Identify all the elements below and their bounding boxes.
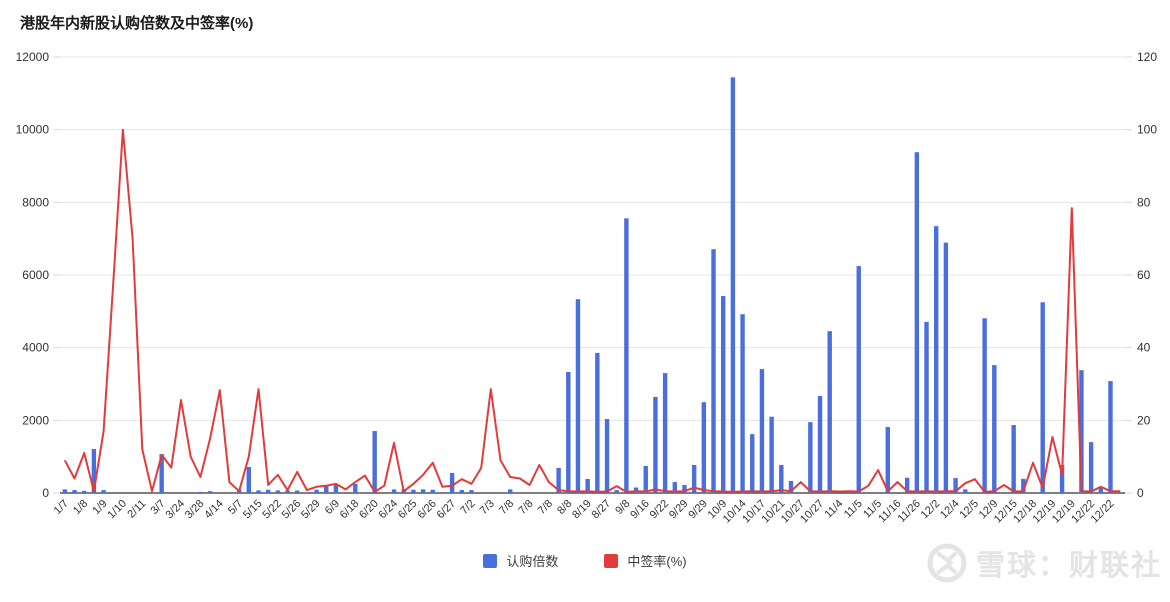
svg-text:0: 0: [1137, 486, 1144, 500]
svg-text:9/22: 9/22: [648, 498, 672, 522]
svg-text:2000: 2000: [22, 413, 49, 427]
watermark-text: 雪球：财联社: [975, 550, 1162, 582]
legend-label-winning-rate: 中签率(%): [627, 554, 687, 569]
svg-text:12/4: 12/4: [938, 498, 962, 522]
svg-text:0: 0: [42, 486, 49, 500]
svg-text:6/20: 6/20: [357, 498, 381, 522]
legend-item-winning-rate[interactable]: 中签率(%): [604, 551, 687, 570]
svg-text:8/27: 8/27: [590, 498, 614, 522]
svg-text:5/22: 5/22: [260, 498, 284, 522]
legend-item-subscription-multiple[interactable]: 认购倍数: [483, 551, 558, 570]
svg-text:80: 80: [1137, 195, 1151, 209]
svg-text:7/8: 7/8: [536, 498, 555, 517]
legend-label-subscription-multiple: 认购倍数: [506, 554, 559, 569]
svg-text:60: 60: [1137, 268, 1151, 282]
svg-text:7/8: 7/8: [497, 498, 516, 517]
watermark: 雪球：财联社: [926, 542, 1162, 584]
line-series-swatch-icon: [604, 553, 619, 568]
svg-text:120: 120: [1137, 50, 1157, 64]
xueqiu-logo-icon: [927, 543, 967, 583]
svg-text:12/2: 12/2: [919, 498, 943, 522]
svg-text:9/29: 9/29: [667, 498, 691, 522]
svg-text:8000: 8000: [22, 195, 49, 209]
svg-text:12/5: 12/5: [957, 498, 981, 522]
svg-text:11/4: 11/4: [822, 498, 845, 521]
svg-text:6/24: 6/24: [377, 498, 401, 522]
svg-text:11/5: 11/5: [842, 498, 865, 521]
svg-text:12000: 12000: [16, 50, 50, 64]
svg-text:6/18: 6/18: [338, 498, 362, 522]
svg-text:7/3: 7/3: [478, 498, 497, 517]
svg-text:7/8: 7/8: [516, 498, 535, 517]
combo-chart-plot: 0 0 2000 20 4000 40 6000 60 8000 80 10000 100 12000 1…: [16, 50, 1158, 526]
svg-text:6/27: 6/27: [435, 498, 459, 522]
svg-text:40: 40: [1137, 341, 1151, 355]
chart-title: 港股年内新股认购倍数及中签率(%): [20, 15, 254, 32]
svg-text:4/14: 4/14: [202, 498, 226, 522]
svg-text:2/11: 2/11: [125, 498, 148, 521]
svg-text:8/19: 8/19: [570, 498, 594, 522]
chart-legend: 认购倍数 中签率(%): [0, 551, 1170, 570]
svg-text:100: 100: [1137, 123, 1157, 137]
svg-text:3/24: 3/24: [164, 498, 188, 522]
svg-text:5/15: 5/15: [241, 498, 265, 522]
svg-text:3/28: 3/28: [183, 498, 207, 522]
svg-text:10000: 10000: [16, 123, 50, 137]
svg-text:6/26: 6/26: [415, 498, 439, 522]
svg-text:5/26: 5/26: [280, 498, 304, 522]
svg-text:9/16: 9/16: [628, 498, 652, 522]
svg-text:1/10: 1/10: [105, 498, 129, 522]
svg-text:7/2: 7/2: [458, 498, 477, 517]
bar-series-swatch-icon: [483, 553, 498, 568]
svg-text:5/29: 5/29: [299, 498, 323, 522]
svg-text:6/25: 6/25: [396, 498, 420, 522]
svg-text:20: 20: [1137, 413, 1151, 427]
svg-text:6000: 6000: [22, 268, 49, 282]
svg-text:4000: 4000: [22, 341, 49, 355]
svg-text:1/7: 1/7: [52, 498, 71, 517]
svg-text:1/8: 1/8: [71, 498, 90, 517]
svg-text:9/29: 9/29: [686, 498, 710, 522]
